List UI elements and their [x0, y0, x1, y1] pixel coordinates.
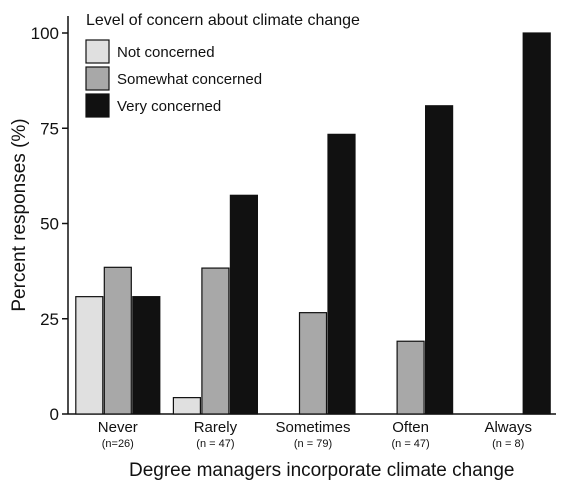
x-axis-title: Degree managers incorporate climate chan…: [129, 460, 515, 481]
y-tick-label: 50: [40, 215, 59, 234]
x-tick-sample-size: (n = 8): [492, 438, 524, 450]
y-tick-label: 0: [50, 405, 59, 424]
y-axis-title: Percent responses (%): [9, 118, 30, 311]
bar-somewhat-concerned-often: [396, 340, 425, 415]
bar-very-concerned-sometimes: [327, 133, 356, 415]
legend-swatch: [85, 39, 110, 64]
bar-very-concerned-rarely: [229, 194, 258, 415]
bars: [75, 32, 551, 415]
y-tick-label: 25: [40, 310, 59, 329]
x-tick-sample-size: (n = 79): [294, 438, 332, 450]
bar-not-concerned-never: [75, 296, 104, 415]
x-tick-label: Rarely: [194, 419, 238, 436]
bar-very-concerned-always: [522, 32, 551, 415]
legend-items: Not concerned Somewhat concerned Very conc…: [85, 39, 262, 118]
x-tick-labels: Never (n=26) Rarely (n = 47) Sometimes (n = 7…: [98, 419, 532, 450]
bar-somewhat-concerned-never: [103, 266, 132, 415]
y-tick-label: 75: [40, 119, 59, 138]
bar-not-concerned-rarely: [172, 397, 201, 415]
x-tick-sample-size: (n=26): [102, 438, 134, 450]
bar-somewhat-concerned-rarely: [201, 267, 230, 415]
bar-very-concerned-often: [425, 105, 454, 415]
legend-label: Not concerned: [117, 44, 215, 61]
legend-swatch: [85, 93, 110, 118]
legend-label: Somewhat concerned: [117, 71, 262, 88]
x-tick-label: Often: [392, 419, 429, 436]
legend-title: Level of concern about climate change: [86, 12, 360, 29]
bar-somewhat-concerned-sometimes: [298, 312, 328, 415]
x-tick-sample-size: (n = 47): [391, 438, 429, 450]
x-tick-label: Always: [484, 419, 532, 436]
bar-very-concerned-never: [132, 296, 161, 415]
y-tick-label: 100: [31, 24, 59, 43]
x-tick-label: Sometimes: [275, 419, 350, 436]
x-tick-sample-size: (n = 47): [196, 438, 234, 450]
x-tick-label: Never: [98, 419, 138, 436]
legend-label: Very concerned: [117, 98, 221, 115]
legend: Level of concern about climate change No…: [85, 12, 360, 118]
legend-swatch: [85, 66, 110, 91]
y-ticks: 0 25 50 75 100: [31, 24, 68, 424]
